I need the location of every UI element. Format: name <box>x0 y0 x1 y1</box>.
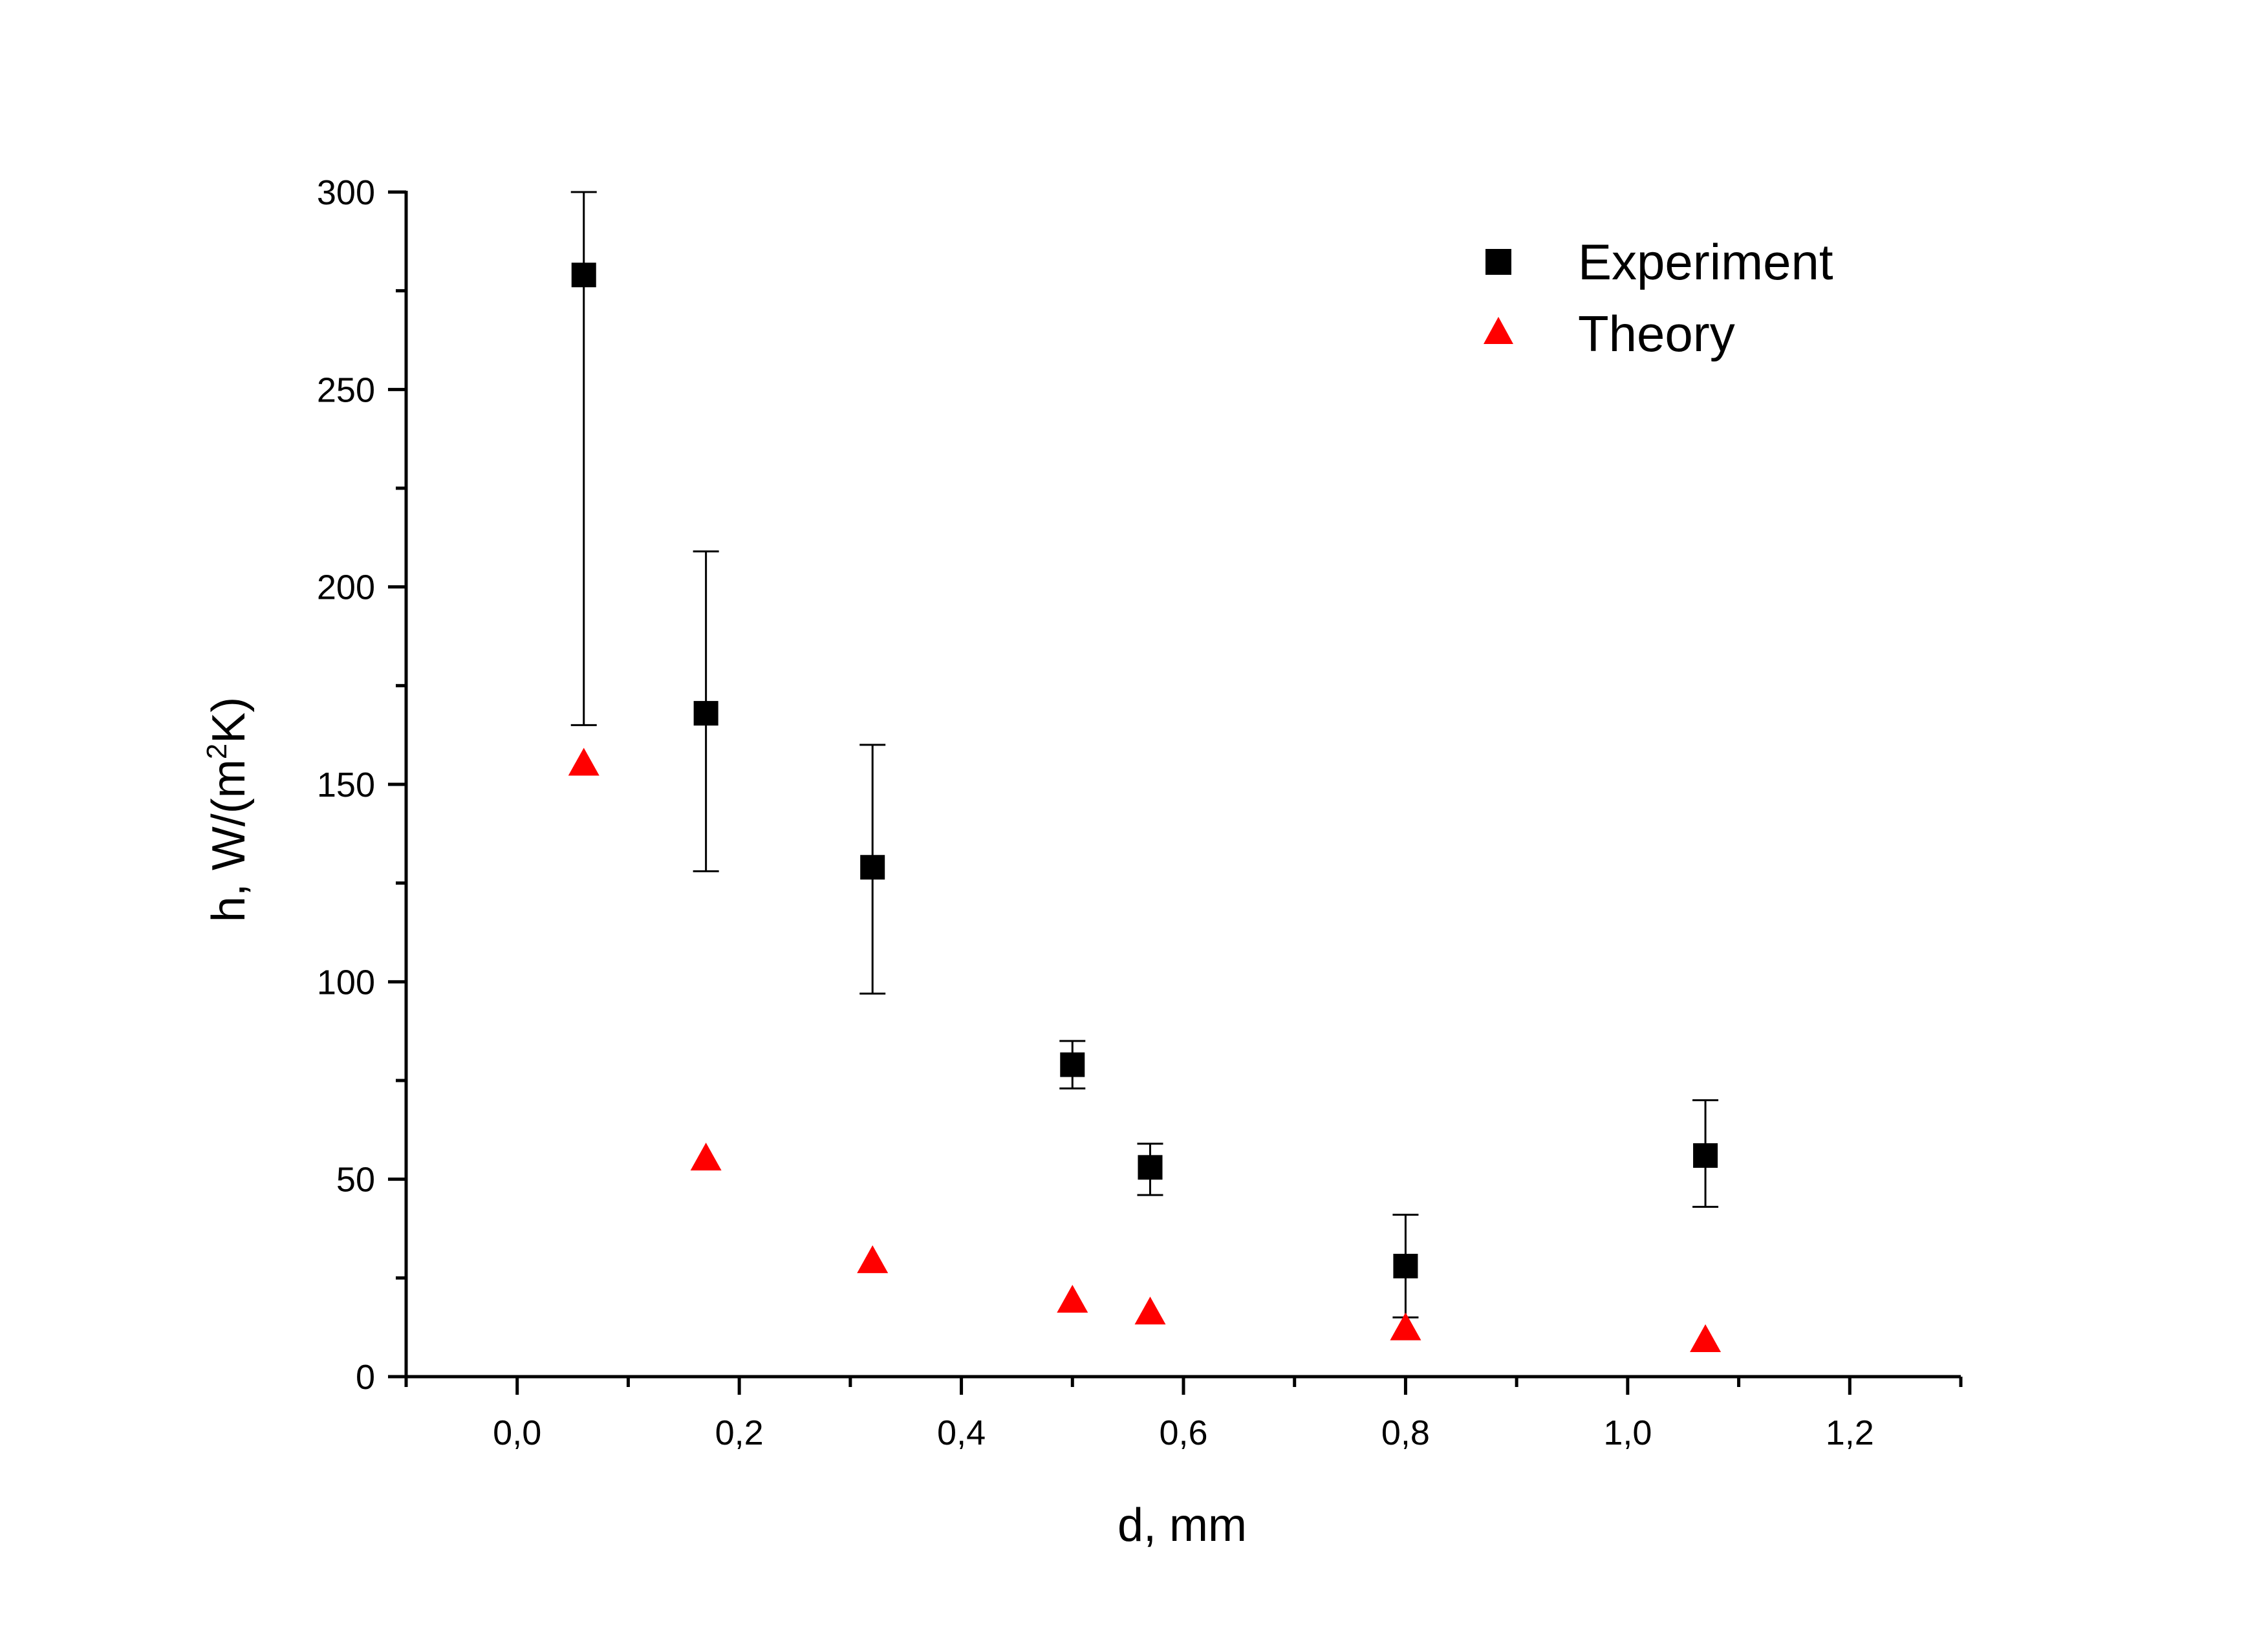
experiment-point <box>693 701 718 726</box>
legend-marker-experiment <box>1485 249 1511 275</box>
y-tick-label: 150 <box>317 766 375 804</box>
y-axis-title-suffix: K) <box>203 697 255 744</box>
theory-point <box>1690 1324 1722 1353</box>
theory-point <box>690 1143 722 1171</box>
experiment-point <box>1693 1143 1718 1168</box>
y-tick-label: 0 <box>356 1358 375 1397</box>
x-tick-label: 0,6 <box>1159 1414 1207 1452</box>
x-tick-label: 0,8 <box>1381 1414 1430 1452</box>
y-axis-title-superscript: 2 <box>201 744 233 759</box>
experiment-point <box>571 263 596 288</box>
experiment-point <box>1138 1155 1163 1180</box>
x-tick-label: 0,2 <box>715 1414 764 1452</box>
theory-point <box>1134 1296 1166 1325</box>
legend-label-theory: Theory <box>1578 305 1735 362</box>
theory-point <box>857 1245 889 1273</box>
y-tick-label: 300 <box>317 173 375 212</box>
legend-marker-theory <box>1484 317 1513 344</box>
legend: Experiment Theory <box>1484 233 1833 362</box>
experiment-point <box>1060 1052 1085 1077</box>
theory-point <box>1057 1284 1088 1313</box>
legend-label-experiment: Experiment <box>1578 233 1833 290</box>
x-tick-label: 0,4 <box>937 1414 986 1452</box>
experiment-point <box>1393 1254 1418 1279</box>
y-axis-title-main: h, W/(m <box>203 759 255 922</box>
y-tick-label: 200 <box>317 568 375 607</box>
theory-point <box>1390 1312 1421 1340</box>
x-axis-title: d, mm <box>1118 1500 1247 1551</box>
y-tick-label: 50 <box>336 1161 375 1199</box>
experiment-point <box>860 855 885 880</box>
data-marks <box>568 191 1722 1353</box>
x-tick-label: 0,0 <box>493 1414 541 1452</box>
axes: 0 50 100 150 200 250 300 0,0 0,2 0,4 0,6 0,8 1,0 1,2 <box>317 173 1963 1452</box>
theory-point <box>568 747 599 776</box>
x-tick-label: 1,0 <box>1603 1414 1652 1452</box>
y-tick-label: 100 <box>317 963 375 1002</box>
x-tick-label: 1,2 <box>1826 1414 1874 1452</box>
y-tick-label: 250 <box>317 371 375 409</box>
y-axis-title: h, W/(m2K) <box>201 697 255 922</box>
